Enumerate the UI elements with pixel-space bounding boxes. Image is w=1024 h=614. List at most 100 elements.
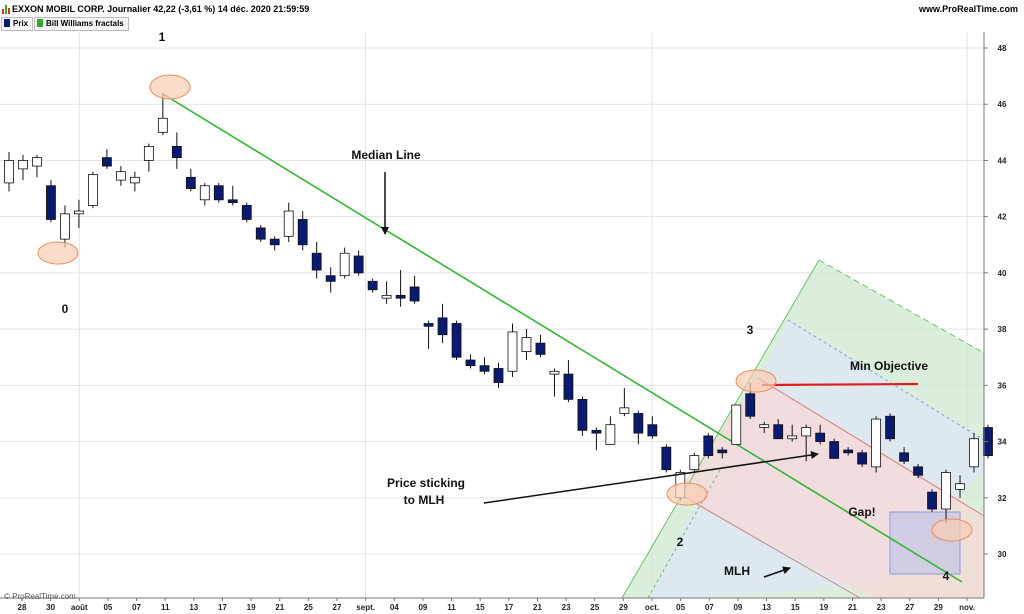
candle (353, 250, 364, 276)
candle-body-down (311, 252, 322, 271)
candle (563, 360, 574, 403)
pivot-2-circle (666, 482, 708, 506)
candle-body-down (437, 317, 448, 336)
candle (60, 205, 70, 248)
candle-body-down (213, 185, 224, 201)
candle (731, 404, 742, 445)
candle (591, 427, 602, 450)
candle (955, 475, 965, 498)
candle-body-up (32, 157, 42, 167)
label-pivot-3: 3 (747, 323, 754, 337)
candle-body-down (885, 415, 895, 440)
candle (88, 171, 98, 209)
candle (535, 334, 546, 358)
x-tick-label: 04 (390, 603, 399, 612)
pitchfork-lower-tine-line (675, 491, 861, 599)
x-tick-label: 21 (533, 603, 542, 612)
header-bar: EXXON MOBIL CORP. Journalier 42,22 (-3,6… (0, 2, 1024, 16)
chart-title: EXXON MOBIL CORP. Journalier 42,22 (-3,6… (12, 4, 310, 14)
x-tick-label: 27 (905, 603, 914, 612)
x-tick-label: 11 (447, 603, 456, 612)
candlesticks (4, 92, 993, 524)
candle-body-up (969, 438, 979, 468)
x-tick-label: 23 (877, 603, 886, 612)
candle (871, 416, 882, 473)
candle (633, 410, 644, 445)
candle (759, 421, 770, 434)
candle (46, 180, 56, 223)
x-tick-label: 21 (848, 603, 857, 612)
legend-label-fractals: Bill Williams fractals (46, 19, 124, 28)
candle (857, 449, 868, 467)
price-sticking-arrow-icon (483, 451, 819, 504)
candle-body-up (787, 435, 798, 440)
x-tick-label: 05 (676, 603, 685, 612)
candle-body-down (325, 275, 336, 282)
candle (773, 419, 784, 440)
x-tick-label: 19 (819, 603, 828, 612)
candle-body-up (871, 418, 882, 468)
candle-body-down (171, 145, 182, 159)
candle-body-down (829, 441, 840, 459)
candle (311, 241, 322, 279)
candle (74, 199, 84, 228)
candle (185, 168, 196, 192)
y-tick-label: 42 (998, 213, 1007, 222)
candle (325, 267, 336, 293)
x-axis-ticks: 28 30 août 05 07 11 13 17 19 21 25 27 sept. 04 09 11 15 1… (18, 598, 975, 612)
candlestick-logo-icon (2, 5, 10, 14)
candle-body-down (493, 368, 504, 383)
legend-item-fractals[interactable]: Bill Williams fractals (34, 17, 129, 31)
candle (521, 329, 532, 361)
candle-body-down (773, 424, 784, 440)
candle-body-up (521, 337, 532, 352)
candle-body-up (689, 455, 700, 471)
candle-body-down (535, 342, 546, 355)
candle (577, 396, 588, 436)
candle-body-up (60, 213, 70, 240)
candle-body-up (955, 483, 965, 490)
candle-body-down (857, 452, 868, 465)
candle-body-down (745, 393, 756, 417)
x-tick-label: 09 (733, 603, 742, 612)
legend-item-price[interactable]: Prix (1, 17, 34, 31)
y-tick-label: 36 (998, 381, 1007, 390)
x-tick-label: 27 (333, 603, 342, 612)
chart-header: EXXON MOBIL CORP. Journalier 42,22 (-3,6… (0, 0, 1024, 32)
candle-body-up (88, 174, 98, 206)
candle-body-up (605, 424, 616, 445)
x-tick-label: 21 (275, 603, 284, 612)
candle (18, 154, 28, 181)
candle (787, 424, 798, 442)
x-tick-label: 17 (218, 603, 227, 612)
candle (969, 433, 979, 473)
y-tick-label: 44 (998, 156, 1007, 165)
y-tick-label: 48 (998, 44, 1007, 53)
x-tick-label: 13 (762, 603, 771, 612)
candle-body-down (241, 205, 252, 220)
label-median-line: Median Line (351, 148, 421, 162)
candle (157, 92, 168, 136)
pivot-0-circle (37, 241, 79, 265)
candle (143, 143, 154, 172)
x-tick-label: 28 (18, 603, 27, 612)
candle (885, 413, 895, 442)
x-tick-label: 05 (103, 603, 112, 612)
candle (605, 416, 616, 445)
candle (899, 447, 909, 465)
candle-body-up (74, 210, 84, 215)
candle (227, 185, 238, 206)
candle (395, 270, 406, 307)
label-pivot-4: 4 (943, 569, 950, 583)
candle (255, 225, 266, 242)
x-tick-label: 11 (161, 603, 170, 612)
candle (115, 166, 126, 186)
label-pivot-0: 0 (62, 302, 69, 316)
x-tick-label: 19 (247, 603, 256, 612)
x-tick-label: 07 (132, 603, 141, 612)
candle (423, 320, 434, 349)
candle-body-up (143, 145, 154, 161)
x-tick-label: 25 (304, 603, 313, 612)
label-to-mlh: to MLH (404, 493, 445, 507)
